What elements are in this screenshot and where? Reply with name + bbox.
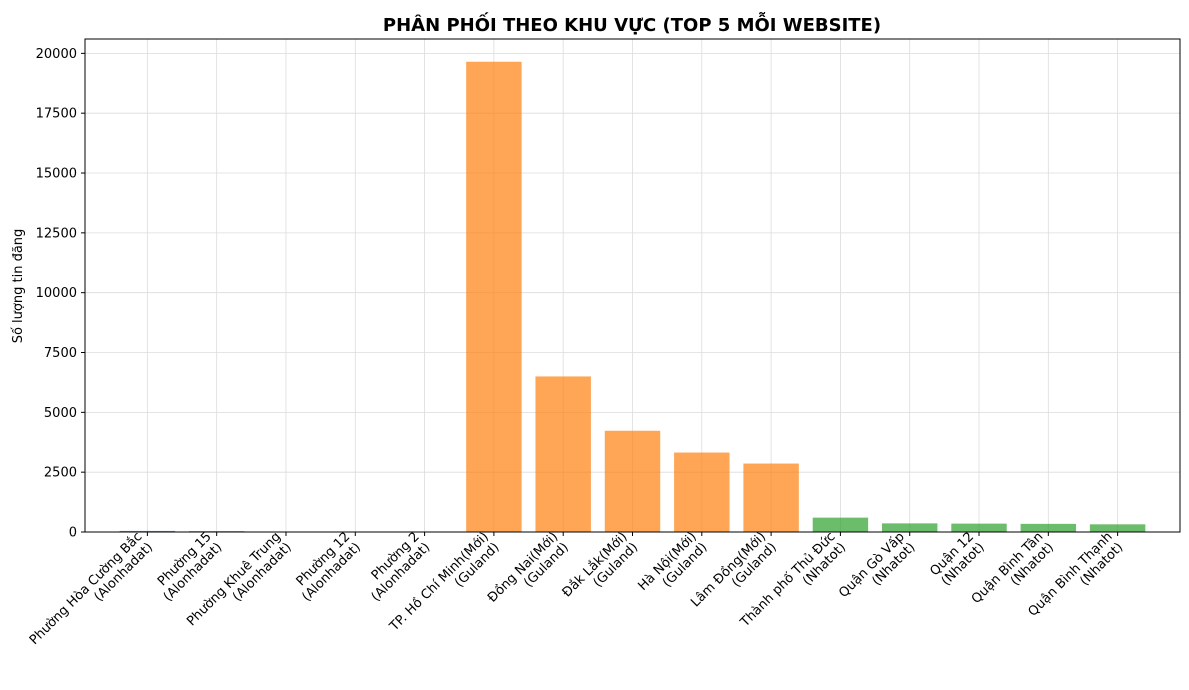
- bar: [674, 452, 730, 532]
- x-tick-label: Quận 12(Nhatot): [927, 529, 987, 589]
- y-tick-label: 17500: [36, 107, 77, 122]
- y-tick-label: 5000: [44, 406, 77, 421]
- chart-title: PHÂN PHỐI THEO KHU VỰC (TOP 5 MỖI WEBSIT…: [383, 11, 881, 36]
- x-tick-label: Quận Gò Vấp(Nhatot): [836, 529, 918, 600]
- bar: [881, 523, 938, 532]
- bar: [951, 523, 1007, 532]
- x-axis-ticks: Phường Hòa Cường Bắc(Alonhadat)Phường 15…: [27, 529, 1126, 648]
- y-tick-label: 10000: [36, 286, 77, 301]
- y-tick-label: 12500: [36, 226, 77, 241]
- y-axis-ticks: 0 2500 5000 7500 10000 12500 15000 17500 20000: [36, 47, 85, 541]
- x-tick-label: Phường 12(Alonhadat): [294, 529, 364, 604]
- x-tick-label: Phường Hòa Cường Bắc(Alonhadat): [27, 529, 156, 648]
- bar: [535, 376, 591, 532]
- bar: [119, 530, 176, 532]
- y-tick-label: 0: [69, 526, 77, 541]
- y-tick-label: 7500: [44, 346, 77, 361]
- bar: [604, 430, 661, 532]
- x-tick-label: Đồng Nai(Mới)(Guland): [485, 529, 572, 605]
- y-tick-label: 15000: [36, 167, 77, 182]
- bar: [743, 463, 799, 532]
- grid: [85, 39, 1180, 533]
- bar: [812, 517, 869, 532]
- bar: [1089, 524, 1146, 532]
- plot-frame: [84, 38, 1181, 533]
- y-axis-label: Số lượng tin đăng: [11, 229, 26, 344]
- bar: [466, 61, 522, 532]
- bars: [119, 61, 1146, 532]
- y-tick-label: 2500: [44, 466, 77, 481]
- x-tick-label: Đắk Lắk(Mới)(Guland): [560, 529, 642, 600]
- x-tick-label-line: Phường Hòa Cường Bắc: [27, 529, 146, 648]
- bar: [1020, 523, 1077, 532]
- y-tick-label: 20000: [36, 47, 77, 62]
